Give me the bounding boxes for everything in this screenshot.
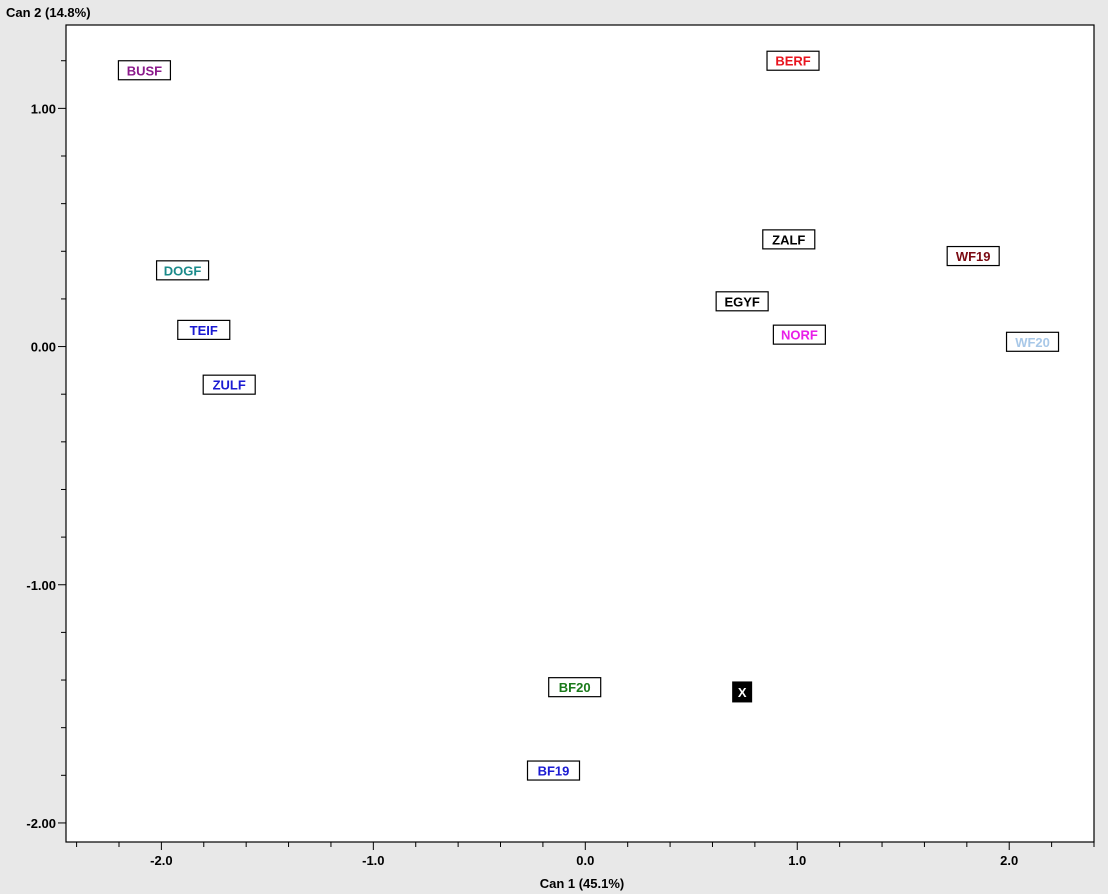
data-point-box	[177, 319, 231, 340]
data-point-label: X	[738, 685, 747, 700]
data-point-box	[202, 374, 256, 395]
data-point-label: DOGF	[164, 263, 202, 278]
data-point-box	[766, 50, 820, 71]
x-tick-label: 2.0	[1000, 853, 1018, 868]
data-point-busf: BUSF	[117, 60, 172, 81]
axes: -2.0 -1.0 0.0 1.0 2.0 1.00 0.00 -1.00 -2.00	[26, 24, 1095, 868]
data-point-label: BF19	[538, 764, 570, 779]
data-point-box	[155, 260, 210, 281]
data-point-label: TEIF	[190, 323, 218, 338]
data-point-norf: NORF	[772, 324, 826, 345]
data-point-zulf: ZULF	[202, 374, 256, 395]
y-tick-label: 1.00	[31, 101, 56, 116]
y-axis-title: Can 2 (14.8%)	[6, 5, 91, 20]
data-point-label: BERF	[775, 54, 810, 69]
y-tick-label: -2.00	[26, 816, 56, 831]
data-point-label: ZALF	[772, 232, 805, 247]
data-point-wf19: WF19	[946, 245, 1000, 267]
data-point-box	[1005, 331, 1060, 352]
data-point-label: BF20	[559, 680, 591, 695]
data-point-label: WF20	[1015, 335, 1050, 350]
data-point-label: EGYF	[724, 294, 759, 309]
data-point-box	[772, 324, 826, 345]
y-tick-label: 0.00	[31, 340, 56, 355]
y-tick-label: -1.00	[26, 578, 56, 593]
x-tick-label: 1.0	[788, 853, 806, 868]
plot-frame	[65, 24, 1095, 843]
data-points: BUSF BERF ZALF WF19 DOGF EGYF TEIF NORF WF20 ZULF…	[117, 50, 1060, 781]
data-point-zalf: ZALF	[762, 229, 816, 250]
data-point-wf20: WF20	[1005, 331, 1060, 352]
data-point-dogf: DOGF	[155, 260, 210, 281]
data-point-bf19: BF19	[526, 760, 581, 781]
data-point-box	[762, 229, 816, 250]
data-point-x: X	[732, 681, 753, 703]
x-axis-title: Can 1 (45.1%)	[540, 876, 625, 891]
data-point-box	[732, 681, 753, 703]
data-point-label: WF19	[956, 249, 991, 264]
data-point-label: ZULF	[213, 378, 246, 393]
data-point-egyf: EGYF	[715, 291, 769, 312]
data-point-label: NORF	[781, 328, 818, 343]
data-point-box	[946, 245, 1000, 267]
x-tick-label: -1.0	[362, 853, 384, 868]
x-tick-label: 0.0	[576, 853, 594, 868]
data-point-box	[117, 60, 172, 81]
plot-area	[66, 25, 1094, 842]
data-point-berf: BERF	[766, 50, 820, 71]
data-point-box	[526, 760, 581, 781]
data-point-box	[548, 677, 602, 698]
data-point-box	[715, 291, 769, 312]
data-point-bf20: BF20	[548, 677, 602, 698]
x-tick-label: -2.0	[150, 853, 172, 868]
data-point-teif: TEIF	[177, 319, 231, 340]
data-point-label: BUSF	[127, 63, 162, 78]
